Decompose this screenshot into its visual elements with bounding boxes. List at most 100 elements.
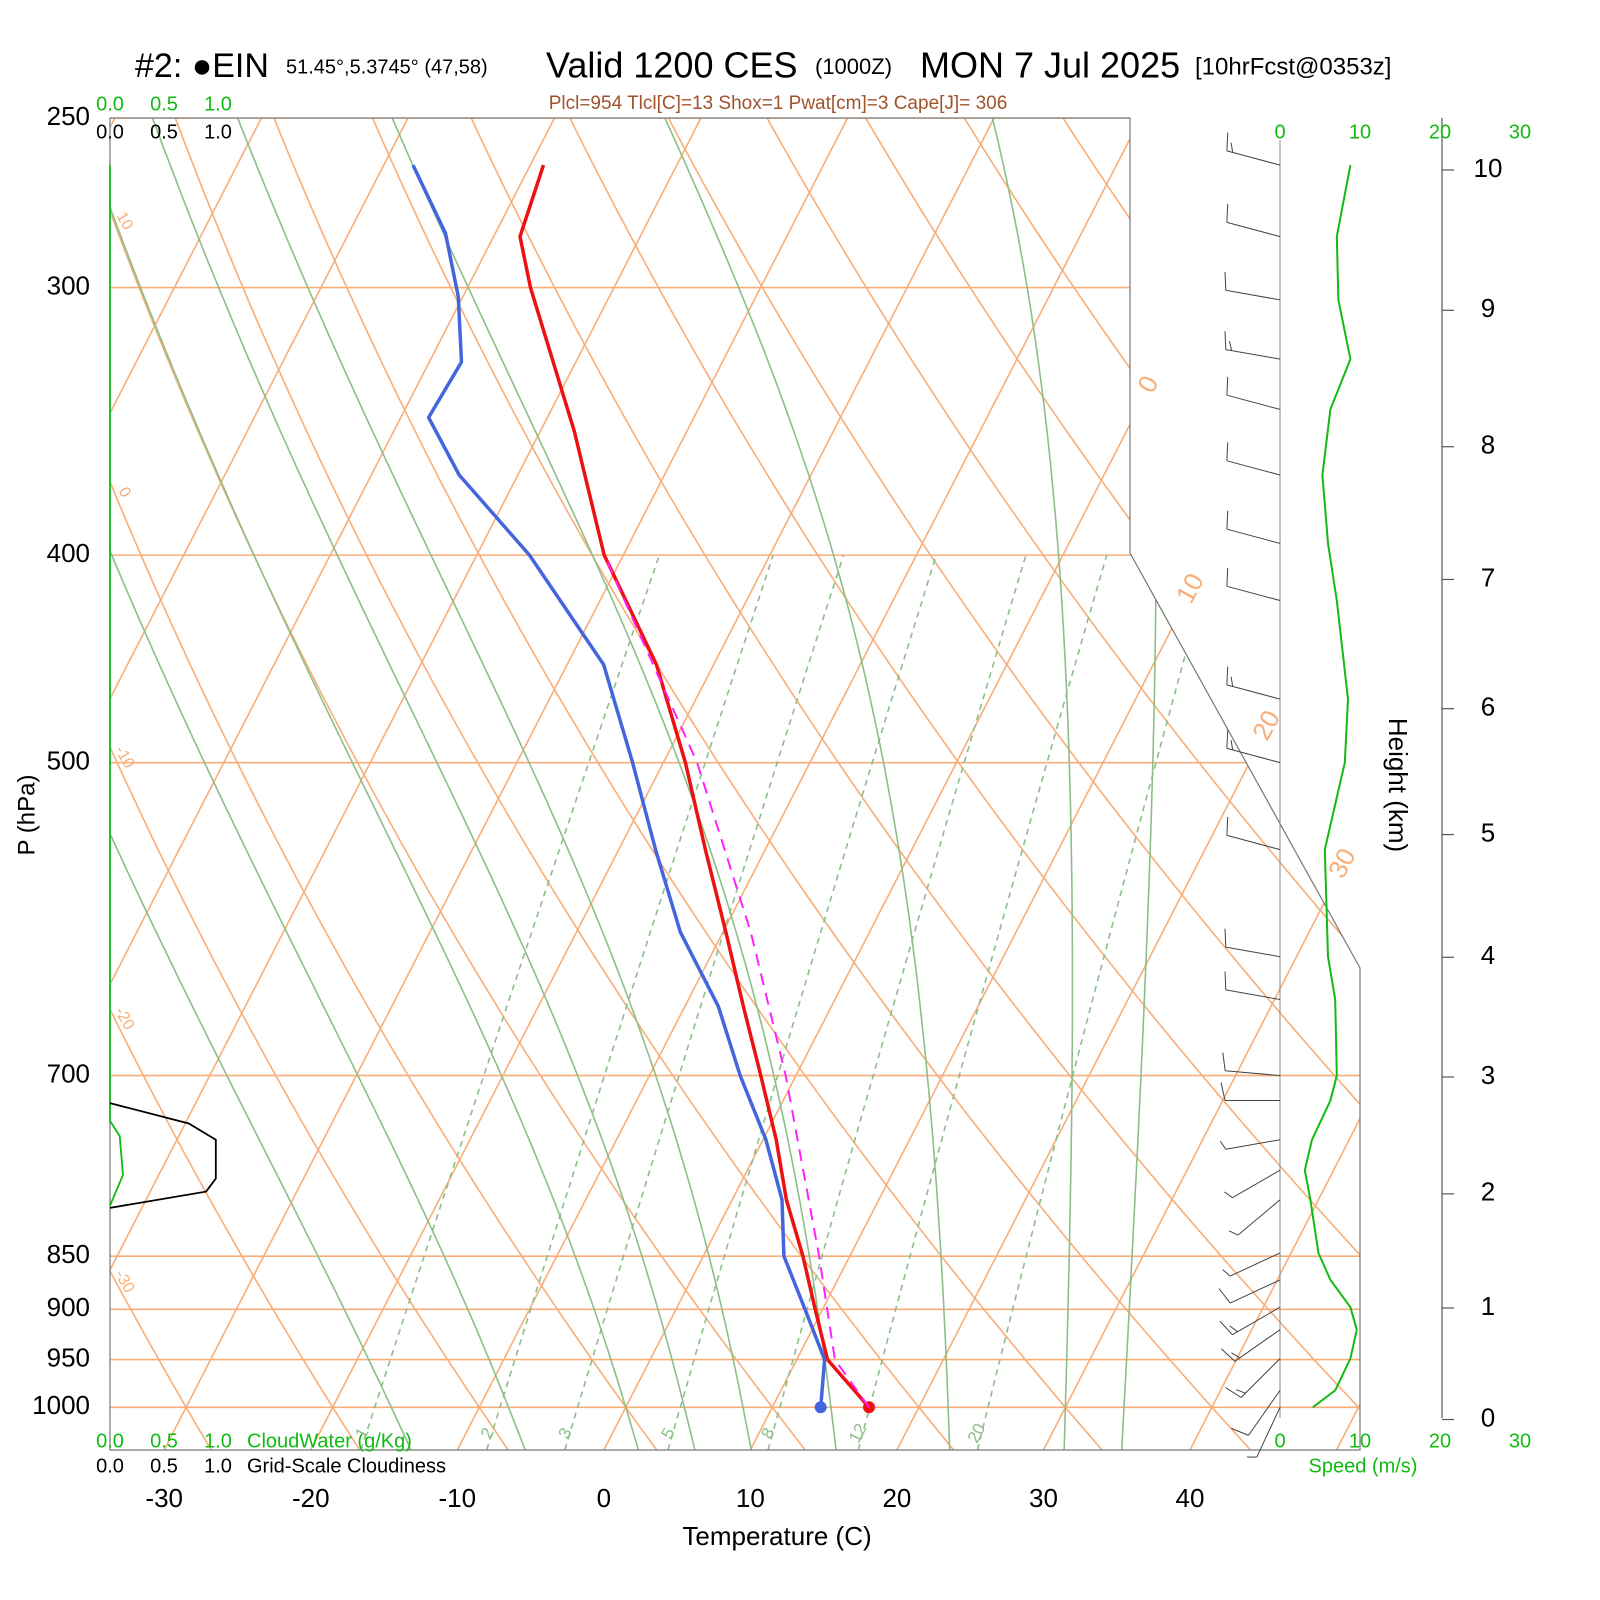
wind-barb xyxy=(1220,1082,1280,1101)
wind-barb xyxy=(1226,442,1281,476)
speed-tick-label: 30 xyxy=(1509,121,1531,143)
isotherm xyxy=(1042,118,1360,1450)
wind-barb xyxy=(1224,1169,1281,1199)
dry-adiabat xyxy=(174,118,955,1450)
cloudiness-tick-label: 1.0 xyxy=(204,121,232,143)
y-tick-label: 300 xyxy=(47,270,90,300)
dry-adiabat-label: 10 xyxy=(112,209,136,233)
dry-adiabat xyxy=(110,118,658,1450)
wind-barb xyxy=(1224,971,1281,1000)
dry-adiabat xyxy=(371,118,1252,1450)
y2-tick-label: 1 xyxy=(1481,1291,1495,1321)
wind-barb xyxy=(1219,1139,1281,1150)
y2-tick-label: 10 xyxy=(1474,153,1503,183)
y2-tick-label: 2 xyxy=(1481,1177,1495,1207)
speed-tick-label: 0 xyxy=(1274,121,1285,143)
mixing-ratio-line xyxy=(767,554,1027,1450)
x-tick-label: 40 xyxy=(1176,1483,1205,1513)
cloudiness-tick-label: 0.0 xyxy=(96,1455,124,1477)
cloudwater-tick-label: 0.0 xyxy=(96,93,124,115)
wind-barb xyxy=(1218,1279,1281,1304)
wind-barb xyxy=(1226,376,1281,410)
cloudiness-tick-label: 0.0 xyxy=(96,121,124,143)
moist-adiabat xyxy=(110,118,528,1450)
sounding-line xyxy=(518,164,871,1409)
wind-barb xyxy=(1231,1390,1281,1436)
dry-adiabat xyxy=(766,118,1360,1450)
x-tick-label: -30 xyxy=(145,1483,183,1513)
wind-barb xyxy=(1226,203,1281,238)
wind-barb xyxy=(1226,132,1281,166)
speed-tick-label: 0 xyxy=(1274,1430,1285,1452)
wind-barb xyxy=(1220,1329,1281,1362)
frame xyxy=(109,117,1361,1451)
wind-barb xyxy=(1222,1052,1281,1077)
speed-tick-label: 10 xyxy=(1349,121,1371,143)
y-tick-label: 700 xyxy=(47,1058,90,1088)
cloudwater-label: CloudWater (g/Kg) xyxy=(247,1430,412,1452)
title-date: MON 7 Jul 2025 xyxy=(920,45,1180,86)
cloudwater-tick-label: 0.5 xyxy=(150,1430,178,1452)
dry-adiabat xyxy=(963,118,1360,1450)
mixing-ratio-line xyxy=(667,554,938,1450)
wind-barb xyxy=(1219,1306,1281,1336)
y2-tick-label: 3 xyxy=(1481,1060,1495,1090)
cloudiness-tick-label: 0.5 xyxy=(150,121,178,143)
wind-barb xyxy=(1226,729,1281,764)
moist-adiabat xyxy=(150,118,697,1450)
sounding-line xyxy=(603,554,870,1408)
isotherm xyxy=(110,118,702,1450)
cloudiness-tick-label: 0.5 xyxy=(150,1455,178,1477)
y-axis-label: P (hPa) xyxy=(13,775,40,856)
wind-barb xyxy=(1224,271,1281,301)
cloudiness-label: Grid-Scale Cloudiness xyxy=(247,1455,446,1477)
y-tick-label: 1000 xyxy=(32,1390,90,1420)
isotherm xyxy=(163,118,849,1450)
cloudiness-tick-label: 1.0 xyxy=(204,1455,232,1477)
isotherm xyxy=(110,118,263,1450)
wind-barb xyxy=(1222,1252,1281,1277)
y2-tick-label: 6 xyxy=(1481,692,1495,722)
moist-adiabat xyxy=(389,118,838,1450)
isotherm xyxy=(110,118,409,1450)
title-valid: Valid 1200 CES xyxy=(546,45,798,86)
dry-adiabat xyxy=(110,118,806,1450)
wind-barb xyxy=(1226,666,1281,700)
title-location: 51.45°,5.3745° (47,58) xyxy=(286,56,488,78)
title-station: #2: ●EIN xyxy=(135,47,269,85)
mixing-ratio-line xyxy=(360,554,661,1450)
wind-barb xyxy=(1226,510,1281,544)
x-tick-label: 0 xyxy=(597,1483,611,1513)
y-tick-label: 900 xyxy=(47,1292,90,1322)
y-tick-label: 400 xyxy=(47,538,90,568)
wind-barb xyxy=(1228,1199,1281,1236)
x-tick-label: -10 xyxy=(439,1483,477,1513)
wind-barb xyxy=(1225,1358,1281,1398)
y-tick-label: 950 xyxy=(47,1342,90,1372)
wind-barb xyxy=(1226,816,1281,851)
y2-tick-label: 7 xyxy=(1481,562,1495,592)
y-tick-label: 500 xyxy=(47,746,90,776)
moist-adiabat xyxy=(110,118,414,1450)
title-forecast: [10hrFcst@0353z] xyxy=(1195,53,1391,80)
cloudwater-line xyxy=(109,165,124,1206)
wind-barb xyxy=(1224,331,1281,360)
dry-adiabat xyxy=(110,118,509,1450)
speed-tick-label: 20 xyxy=(1429,121,1451,143)
cloudwater-tick-label: 1.0 xyxy=(204,93,232,115)
speed-axis-label: Speed (m/s) xyxy=(1309,1455,1418,1477)
y2-tick-label: 8 xyxy=(1481,430,1495,460)
isotherm xyxy=(456,118,1142,1450)
y-tick-label: 250 xyxy=(47,101,90,131)
y2-tick-label: 9 xyxy=(1481,293,1495,323)
cloudwater-tick-label: 0.5 xyxy=(150,93,178,115)
isotherm xyxy=(110,118,556,1450)
x-tick-label: 10 xyxy=(736,1483,765,1513)
y-tick-label: 850 xyxy=(47,1239,90,1269)
cloudiness-line xyxy=(109,1102,217,1209)
y2-tick-label: 5 xyxy=(1481,817,1495,847)
wind-barb xyxy=(1246,1407,1281,1458)
moist-adiabat xyxy=(235,118,753,1450)
speed-tick-label: 10 xyxy=(1349,1430,1371,1452)
